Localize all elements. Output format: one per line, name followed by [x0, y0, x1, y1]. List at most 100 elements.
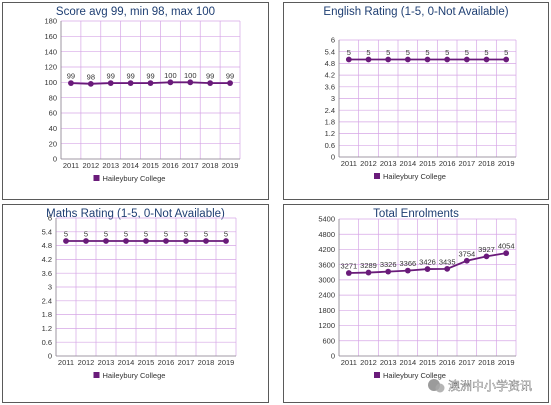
y-tick-label: 80 [49, 93, 57, 102]
x-tick-label: 2018 [478, 159, 495, 168]
data-point [68, 80, 74, 86]
data-label: 5 [104, 230, 108, 239]
x-tick-label: 2011 [341, 159, 357, 168]
data-point [463, 56, 470, 63]
legend-label: Haileybury College [383, 371, 446, 380]
data-label: 3366 [399, 259, 416, 268]
data-point [163, 238, 169, 244]
data-label: 5 [465, 48, 469, 57]
data-label: 100 [184, 71, 197, 80]
x-tick-label: 2011 [63, 161, 79, 170]
x-tick-label: 2011 [58, 358, 74, 367]
data-point [463, 257, 470, 264]
data-label: 5 [484, 48, 488, 57]
data-label: 5 [184, 230, 188, 239]
gridlines [338, 39, 517, 158]
wechat-icon-bubble [435, 383, 445, 393]
data-point [147, 80, 154, 86]
data-point [345, 270, 352, 276]
watermark-text: 澳洲中小学资讯 [448, 378, 532, 393]
data-point [107, 80, 114, 86]
x-tick-label: 2012 [82, 161, 99, 170]
x-tick-label: 2014 [118, 358, 135, 367]
data-point [187, 79, 194, 86]
data-point [444, 56, 451, 63]
y-tick-label: 160 [44, 32, 57, 41]
chart-3: Total Enrolments 0 600 1200 1800 2400 3000 3600… [318, 208, 532, 393]
data-point [227, 80, 233, 86]
data-label: 5 [164, 230, 168, 239]
y-tick-label: 180 [44, 17, 57, 26]
data-point [365, 56, 372, 63]
legend-swatch [93, 175, 100, 181]
data-point [183, 238, 189, 244]
y-tick-label: 1200 [318, 321, 335, 330]
x-tick-label: 2017 [458, 358, 475, 367]
chart-2: Maths Rating (1-5, 0-Not Available) 0 0.6 1… [42, 208, 237, 380]
data-label: 100 [164, 71, 177, 80]
y-tick-label: 2400 [318, 291, 335, 300]
y-tick-label: 100 [44, 78, 57, 87]
y-tick-label: 2.4 [42, 296, 52, 305]
x-tick-label: 2019 [222, 161, 239, 170]
gridlines [60, 20, 241, 160]
data-point [404, 267, 411, 274]
legend-swatch [93, 372, 100, 378]
data-point [483, 56, 490, 63]
data-label: 3426 [419, 258, 436, 267]
data-point [483, 253, 490, 260]
y-tick-label: 0.6 [42, 338, 52, 347]
y-tick-label: 4.2 [325, 71, 335, 80]
y-tick-label: 5400 [318, 215, 335, 224]
y-tick-label: 4800 [318, 230, 335, 239]
data-label: 99 [67, 72, 75, 81]
legend-label: Haileybury College [103, 371, 166, 380]
data-label: 99 [107, 72, 115, 81]
data-point [127, 80, 134, 86]
y-tick-label: 600 [322, 336, 335, 345]
x-tick-label: 2018 [478, 358, 495, 367]
data-point [385, 268, 392, 275]
y-tick-label: 1.2 [42, 324, 52, 333]
x-tick-label: 2019 [498, 358, 515, 367]
chart-title: Total Enrolments [373, 208, 459, 220]
chart-panel-total-enrolments: Total Enrolments 0 600 1200 1800 2400 3000 3600… [283, 204, 549, 403]
data-label: 3326 [380, 260, 397, 269]
data-point [503, 250, 510, 257]
chart-1: English Rating (1-5, 0-Not Available) 0 0.… [323, 6, 517, 181]
x-tick-label: 2011 [341, 358, 357, 367]
gridlines [338, 218, 517, 357]
data-point [424, 266, 431, 272]
legend-swatch [374, 173, 380, 179]
legend: Haileybury College [374, 172, 446, 181]
data-point [87, 80, 94, 87]
data-label: 3271 [340, 262, 357, 271]
x-tick-label: 2013 [102, 161, 119, 170]
y-tick-label: 0 [331, 352, 335, 361]
chart-title: Score avg 99, min 98, max 100 [56, 6, 215, 18]
y-tick-label: 1800 [318, 306, 335, 315]
x-tick-label: 2016 [439, 159, 456, 168]
x-tick-label: 2019 [218, 358, 235, 367]
x-tick-label: 2016 [158, 358, 175, 367]
chart-0: Score avg 99, min 98, max 100 0 20 40 60 80 10… [44, 6, 241, 183]
chart-panel-score: Score avg 99, min 98, max 100 0 20 40 60 80 10… [2, 2, 269, 200]
x-tick-label: 2014 [122, 161, 139, 170]
data-label: 3289 [360, 261, 377, 270]
legend-label: Haileybury College [103, 174, 166, 183]
chart-title: Maths Rating (1-5, 0-Not Available) [46, 208, 225, 220]
y-tick-label: 40 [49, 124, 57, 133]
y-tick-label: 0 [331, 153, 335, 162]
data-label: 5 [144, 230, 148, 239]
x-tick-label: 2013 [380, 159, 397, 168]
y-tick-label: 2.4 [325, 106, 335, 115]
x-tick-label: 2017 [178, 358, 195, 367]
data-label: 5 [224, 230, 228, 239]
y-tick-label: 6 [48, 214, 52, 223]
y-tick-label: 4.8 [42, 241, 52, 250]
data-point [444, 265, 451, 272]
data-label: 5 [386, 48, 390, 57]
x-tick-label: 2016 [439, 358, 456, 367]
data-label: 5 [204, 230, 208, 239]
data-label: 99 [146, 72, 154, 81]
